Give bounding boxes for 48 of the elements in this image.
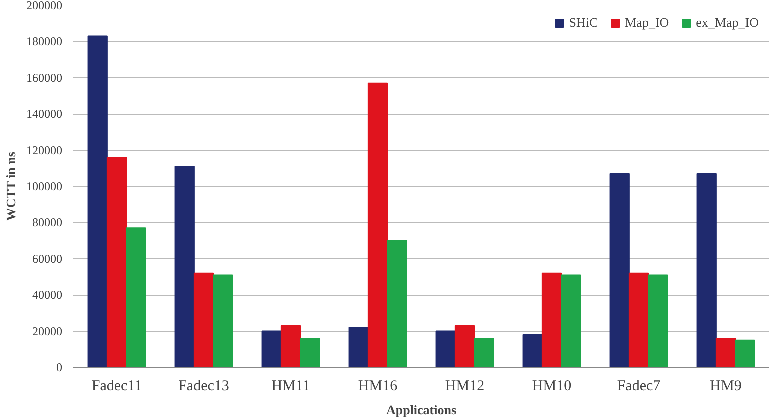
x-tick-label: Fadec11 bbox=[92, 378, 142, 394]
y-tick-label: 160000 bbox=[26, 70, 62, 85]
y-tick-label: 40000 bbox=[32, 288, 62, 302]
y-axis-title: WCTT in ns bbox=[4, 152, 18, 222]
legend-label: ex_Map_IO bbox=[696, 15, 759, 31]
legend-label: SHiC bbox=[569, 15, 598, 31]
bar bbox=[280, 325, 302, 368]
bar bbox=[561, 274, 582, 368]
bar bbox=[88, 36, 108, 368]
x-tick-label: HM12 bbox=[445, 378, 485, 394]
x-tick-label: HM10 bbox=[532, 378, 572, 394]
y-tick-label: 140000 bbox=[26, 107, 62, 122]
bar bbox=[628, 272, 650, 368]
bar bbox=[387, 240, 408, 368]
x-tick-label: Fadec7 bbox=[617, 378, 662, 394]
bar bbox=[194, 272, 214, 368]
y-tick-label: 120000 bbox=[26, 143, 62, 158]
x-tick-label: HM9 bbox=[710, 378, 742, 394]
y-tick-label: 0 bbox=[56, 360, 62, 374]
bar bbox=[542, 272, 562, 368]
bar bbox=[648, 274, 668, 368]
bar bbox=[300, 338, 320, 368]
bar bbox=[368, 82, 388, 368]
y-tick-label: 60000 bbox=[32, 252, 62, 266]
bar bbox=[174, 166, 195, 368]
bar bbox=[735, 340, 756, 368]
bar bbox=[126, 228, 146, 368]
bar bbox=[106, 157, 128, 368]
y-tick-label: 200000 bbox=[26, 0, 62, 12]
bar bbox=[474, 338, 494, 368]
bar bbox=[716, 338, 736, 368]
y-tick-label: 80000 bbox=[32, 216, 62, 230]
bar bbox=[436, 330, 456, 368]
y-tick-label: 180000 bbox=[26, 34, 62, 49]
bar bbox=[213, 274, 234, 368]
y-tick-label: 20000 bbox=[32, 324, 62, 338]
x-axis-title: Applications bbox=[386, 402, 457, 418]
x-tick-label: Fadec13 bbox=[178, 378, 230, 394]
bar bbox=[348, 327, 369, 368]
x-tick-label: HM11 bbox=[272, 378, 310, 394]
legend-label: Map_IO bbox=[625, 15, 670, 31]
bar bbox=[262, 330, 282, 368]
bar bbox=[522, 334, 543, 368]
y-tick-label: 100000 bbox=[26, 180, 62, 194]
x-tick-label: HM16 bbox=[358, 378, 398, 394]
bar bbox=[454, 325, 476, 368]
bar bbox=[610, 173, 630, 368]
bar bbox=[696, 173, 717, 368]
